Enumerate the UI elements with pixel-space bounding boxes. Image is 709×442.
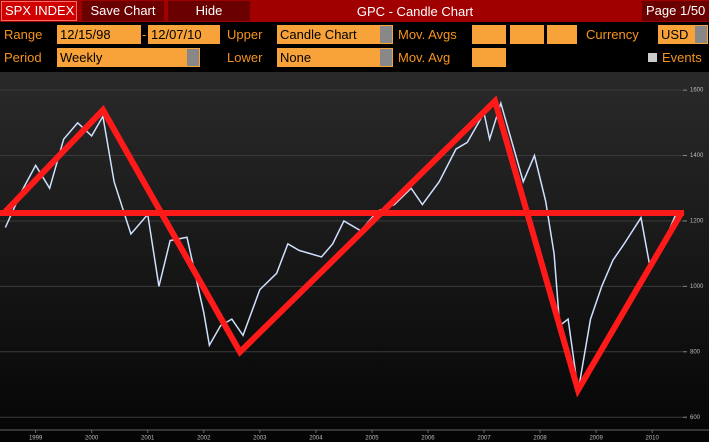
x-tick-label: 2003 xyxy=(253,436,267,442)
mov-avg-input[interactable] xyxy=(472,48,506,67)
annotation-zigzag xyxy=(2,95,685,398)
x-tick-label: 2002 xyxy=(197,436,211,442)
mov-avg-input[interactable] xyxy=(472,25,506,44)
events-label: Events xyxy=(662,50,702,65)
upper-value: Candle Chart xyxy=(280,27,357,42)
range-start[interactable]: 12/15/98 xyxy=(57,25,141,44)
period-label: Period xyxy=(4,50,42,65)
mov-avgs-label: Mov. Avgs xyxy=(398,27,457,42)
period-dropdown[interactable]: Weekly xyxy=(57,48,200,67)
annotation xyxy=(0,95,685,398)
window-title: GPC - Candle Chart xyxy=(356,4,474,19)
y-tick-label: 1400 xyxy=(690,153,704,159)
period-value: Weekly xyxy=(60,50,103,65)
range-separator: - xyxy=(142,27,147,42)
x-tick-label: 2007 xyxy=(477,436,491,442)
y-tick-label: 1000 xyxy=(690,284,704,290)
dropdown-arrow[interactable] xyxy=(695,26,707,43)
currency-dropdown[interactable]: USD xyxy=(658,25,708,44)
x-tick-label: 1999 xyxy=(29,436,43,442)
y-tick-label: 800 xyxy=(690,349,701,355)
dropdown-arrow[interactable] xyxy=(187,49,199,66)
y-tick-label: 1200 xyxy=(690,219,704,225)
chart: 600 800 1000 1200 1400 1600 1999 2000 2001 2002 20… xyxy=(0,72,709,442)
range-end[interactable]: 12/07/10 xyxy=(148,25,220,44)
range-label: Range xyxy=(4,27,43,42)
upper-label: Upper xyxy=(227,27,263,42)
lower-label: Lower xyxy=(227,50,263,65)
mov-avg-input[interactable] xyxy=(510,25,544,44)
y-tick-label: 600 xyxy=(690,415,701,421)
currency-label: Currency xyxy=(586,27,639,42)
x-tick-label: 2004 xyxy=(309,436,323,442)
lower-dropdown[interactable]: None xyxy=(277,48,393,67)
currency-value: USD xyxy=(661,27,689,42)
page-indicator: Page 1/50 xyxy=(642,1,709,21)
events-checkbox[interactable] xyxy=(648,53,657,62)
x-tick-label: 2001 xyxy=(141,436,155,442)
security-box[interactable]: SPX INDEX xyxy=(1,1,77,21)
dropdown-arrow[interactable] xyxy=(380,49,392,66)
mov-avg-label: Mov. Avg xyxy=(398,50,451,65)
upper-dropdown[interactable]: Candle Chart xyxy=(277,25,393,44)
y-tick-label: 1600 xyxy=(690,88,704,94)
dropdown-arrow[interactable] xyxy=(380,26,392,43)
x-tick-label: 2008 xyxy=(533,436,547,442)
save-button[interactable]: Save Chart xyxy=(82,1,164,21)
x-tick-label: 2006 xyxy=(421,436,435,442)
x-tick-label: 2005 xyxy=(365,436,379,442)
plot-background xyxy=(0,72,709,442)
hide-button[interactable]: Hide xyxy=(168,1,250,21)
lower-value: None xyxy=(280,50,312,65)
mov-avg-input[interactable] xyxy=(547,25,577,44)
x-tick-label: 2009 xyxy=(589,436,603,442)
x-tick-label: 2010 xyxy=(645,436,659,442)
x-tick-label: 2000 xyxy=(85,436,99,442)
